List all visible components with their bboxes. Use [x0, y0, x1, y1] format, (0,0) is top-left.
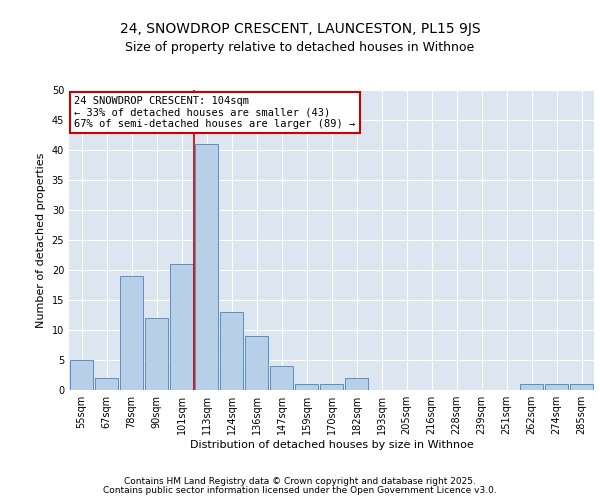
- Bar: [270, 366, 293, 390]
- Text: Size of property relative to detached houses in Withnoe: Size of property relative to detached ho…: [125, 41, 475, 54]
- Bar: [95, 378, 118, 390]
- Bar: [145, 318, 168, 390]
- Bar: [170, 264, 193, 390]
- Bar: [295, 384, 318, 390]
- Bar: [570, 384, 593, 390]
- Bar: [345, 378, 368, 390]
- Bar: [195, 144, 218, 390]
- Bar: [545, 384, 568, 390]
- Text: Contains public sector information licensed under the Open Government Licence v3: Contains public sector information licen…: [103, 486, 497, 495]
- Bar: [220, 312, 243, 390]
- Bar: [245, 336, 268, 390]
- Bar: [520, 384, 543, 390]
- Bar: [70, 360, 93, 390]
- Bar: [320, 384, 343, 390]
- Bar: [120, 276, 143, 390]
- X-axis label: Distribution of detached houses by size in Withnoe: Distribution of detached houses by size …: [190, 440, 473, 450]
- Text: 24 SNOWDROP CRESCENT: 104sqm
← 33% of detached houses are smaller (43)
67% of se: 24 SNOWDROP CRESCENT: 104sqm ← 33% of de…: [74, 96, 355, 129]
- Y-axis label: Number of detached properties: Number of detached properties: [36, 152, 46, 328]
- Text: Contains HM Land Registry data © Crown copyright and database right 2025.: Contains HM Land Registry data © Crown c…: [124, 477, 476, 486]
- Text: 24, SNOWDROP CRESCENT, LAUNCESTON, PL15 9JS: 24, SNOWDROP CRESCENT, LAUNCESTON, PL15 …: [119, 22, 481, 36]
